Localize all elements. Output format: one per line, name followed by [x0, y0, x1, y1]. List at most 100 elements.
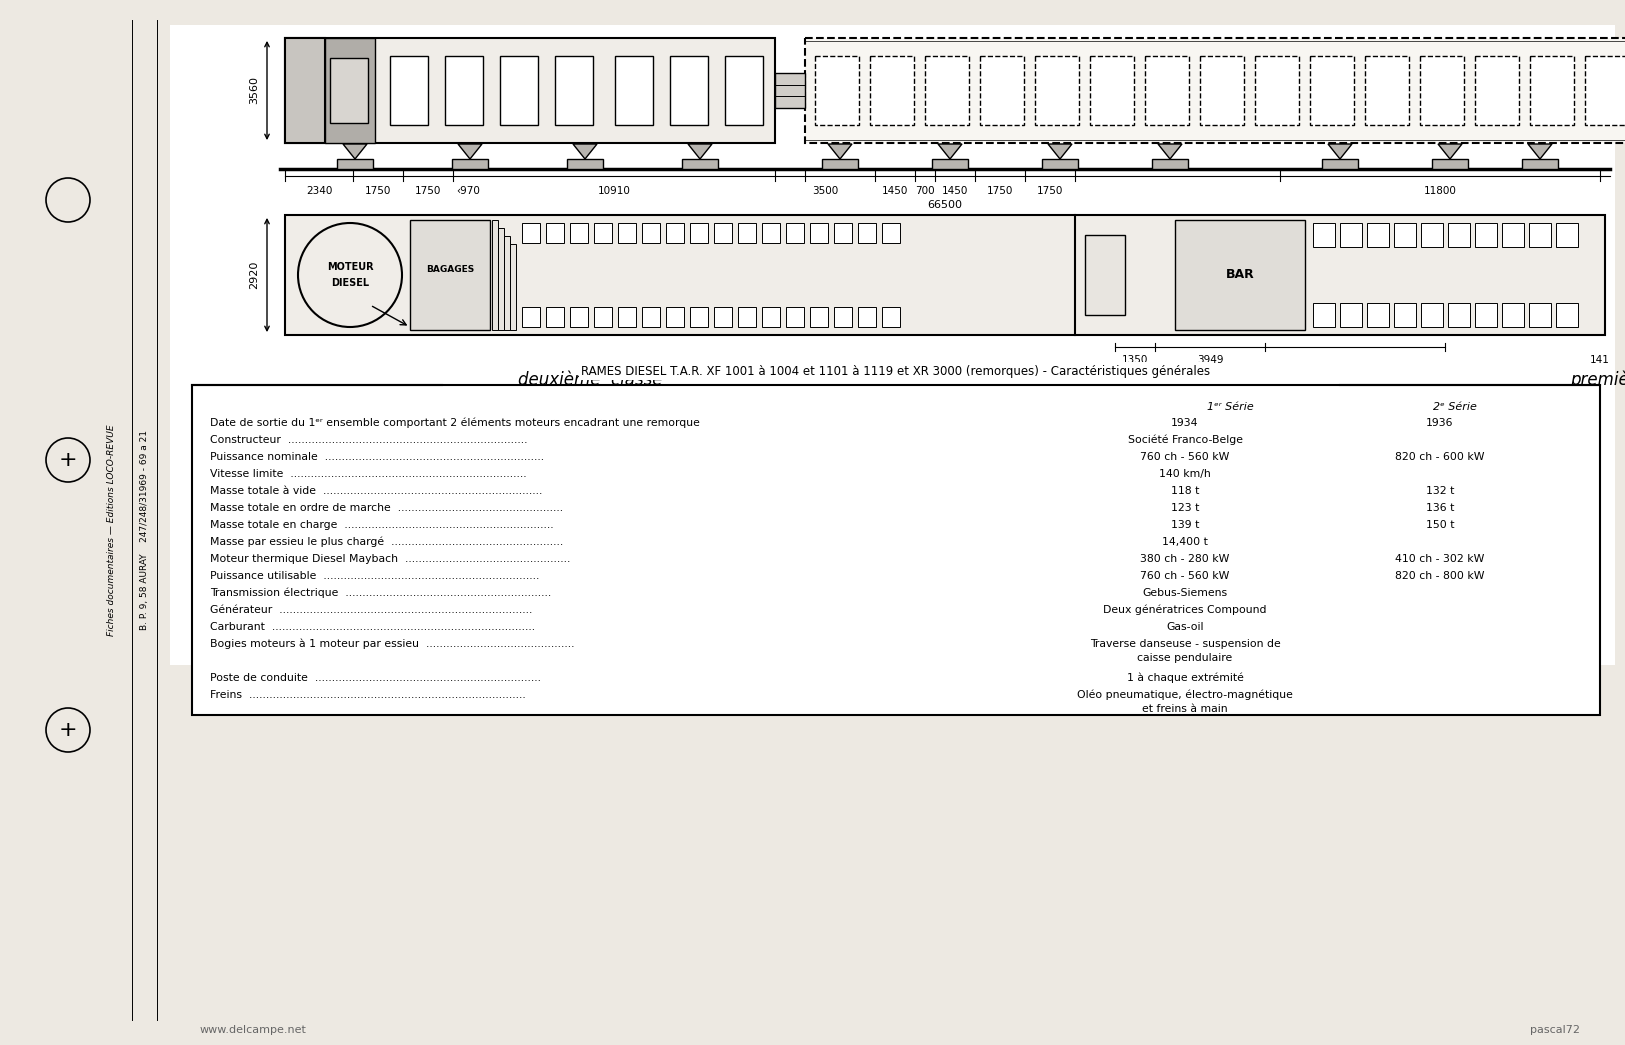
- Text: 66500: 66500: [928, 200, 962, 210]
- Text: 118 t: 118 t: [1170, 486, 1199, 496]
- Bar: [1254, 56, 1298, 125]
- Text: et freins à main: et freins à main: [1142, 704, 1228, 715]
- Text: www.delcampe.net: www.delcampe.net: [200, 1025, 307, 1035]
- Bar: [492, 220, 497, 330]
- Bar: [980, 56, 1024, 125]
- Bar: [1367, 223, 1389, 247]
- Text: 136 t: 136 t: [1425, 503, 1454, 513]
- Text: Bogies moteurs à 1 moteur par essieu  ..........................................: Bogies moteurs à 1 moteur par essieu ...…: [210, 638, 575, 649]
- Bar: [595, 223, 613, 243]
- Bar: [1557, 303, 1578, 327]
- Bar: [1175, 220, 1305, 330]
- Text: 820 ch - 800 kW: 820 ch - 800 kW: [1396, 571, 1485, 581]
- Bar: [546, 223, 564, 243]
- Bar: [1557, 223, 1578, 247]
- Polygon shape: [687, 144, 712, 159]
- Bar: [858, 307, 876, 327]
- Bar: [858, 223, 876, 243]
- Text: 2340: 2340: [306, 186, 332, 196]
- Bar: [510, 243, 517, 330]
- Bar: [614, 56, 653, 125]
- Bar: [567, 159, 603, 169]
- Bar: [336, 159, 374, 169]
- Bar: [809, 223, 829, 243]
- Bar: [1341, 303, 1362, 327]
- Bar: [834, 223, 852, 243]
- Bar: [822, 159, 858, 169]
- Bar: [1042, 159, 1077, 169]
- Bar: [452, 159, 488, 169]
- Polygon shape: [829, 144, 852, 159]
- Text: Oléo pneumatique, électro-magnétique: Oléo pneumatique, électro-magnétique: [1077, 690, 1294, 700]
- Text: 139 t: 139 t: [1170, 520, 1199, 530]
- Bar: [1367, 303, 1389, 327]
- Bar: [691, 307, 708, 327]
- Text: 1934: 1934: [1172, 418, 1199, 428]
- Text: 1936: 1936: [1427, 418, 1454, 428]
- Text: 1450: 1450: [942, 186, 968, 196]
- Bar: [284, 38, 775, 143]
- Bar: [682, 159, 718, 169]
- Polygon shape: [458, 144, 483, 159]
- Bar: [933, 159, 968, 169]
- Bar: [882, 223, 900, 243]
- Text: 2920: 2920: [249, 261, 258, 289]
- Text: RAMES DIESEL T.A.R. XF 1001 à 1004 et 1101 à 1119 et XR 3000 (remorques) - Carac: RAMES DIESEL T.A.R. XF 1001 à 1004 et 11…: [582, 365, 1211, 377]
- Bar: [1523, 159, 1558, 169]
- Bar: [816, 56, 860, 125]
- Bar: [1529, 223, 1550, 247]
- Text: Deux génératrices Compound: Deux génératrices Compound: [1103, 605, 1268, 616]
- Text: Carburant  .....................................................................: Carburant ..............................…: [210, 622, 535, 632]
- Text: 380 ch - 280 kW: 380 ch - 280 kW: [1141, 554, 1230, 564]
- Bar: [666, 223, 684, 243]
- Bar: [869, 56, 913, 125]
- Text: 1450: 1450: [882, 186, 908, 196]
- Bar: [1432, 159, 1467, 169]
- Bar: [1420, 223, 1443, 247]
- Text: Société Franco-Belge: Société Franco-Belge: [1128, 435, 1243, 445]
- Bar: [834, 307, 852, 327]
- Bar: [500, 56, 538, 125]
- Polygon shape: [1528, 144, 1552, 159]
- Bar: [1502, 223, 1524, 247]
- Polygon shape: [1328, 144, 1352, 159]
- Bar: [284, 215, 1606, 335]
- Text: 1350: 1350: [1121, 355, 1149, 365]
- Text: Gas-oil: Gas-oil: [1167, 622, 1204, 632]
- Text: 1750: 1750: [414, 186, 442, 196]
- Bar: [1476, 56, 1519, 125]
- Bar: [713, 307, 731, 327]
- Text: 820 ch - 600 kW: 820 ch - 600 kW: [1396, 452, 1485, 462]
- Bar: [1476, 303, 1497, 327]
- Bar: [618, 307, 635, 327]
- Bar: [546, 307, 564, 327]
- Bar: [642, 223, 660, 243]
- Text: 1750: 1750: [364, 186, 392, 196]
- Bar: [595, 307, 613, 327]
- Bar: [1365, 56, 1409, 125]
- Text: 1ᵉʳ Série: 1ᵉʳ Série: [1207, 402, 1253, 412]
- Bar: [642, 307, 660, 327]
- Bar: [762, 223, 780, 243]
- Bar: [330, 59, 367, 123]
- Text: 123 t: 123 t: [1170, 503, 1199, 513]
- Text: DIESEL: DIESEL: [332, 278, 369, 288]
- Text: Vitesse limite  ................................................................: Vitesse limite .........................…: [210, 469, 526, 479]
- Polygon shape: [1159, 144, 1181, 159]
- Bar: [570, 307, 588, 327]
- Bar: [775, 73, 804, 108]
- Text: 150 t: 150 t: [1425, 520, 1454, 530]
- Polygon shape: [343, 144, 367, 159]
- Bar: [390, 56, 427, 125]
- Text: pascal72: pascal72: [1531, 1025, 1580, 1035]
- Text: 2ᵉ Série: 2ᵉ Série: [1433, 402, 1477, 412]
- Text: 14,400 t: 14,400 t: [1162, 537, 1207, 547]
- Text: Masse totale en ordre de marche  ...............................................: Masse totale en ordre de marche ........…: [210, 503, 564, 513]
- Text: 3560: 3560: [249, 76, 258, 104]
- Bar: [192, 385, 1601, 715]
- Bar: [1529, 303, 1550, 327]
- Bar: [1152, 159, 1188, 169]
- Text: 700: 700: [915, 186, 934, 196]
- Bar: [1146, 56, 1190, 125]
- Text: Constructeur  ..................................................................: Constructeur ...........................…: [210, 435, 528, 445]
